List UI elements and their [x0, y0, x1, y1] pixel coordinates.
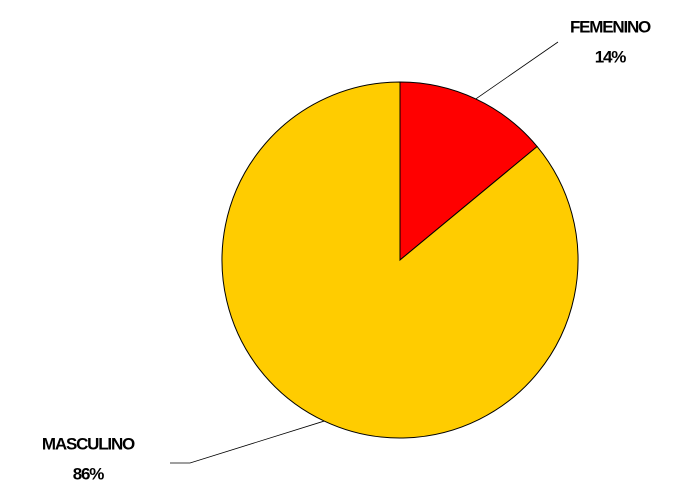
- pie-slice: [399, 81, 538, 262]
- slice-label: MASCULINO: [42, 434, 135, 453]
- leader-line: [170, 420, 325, 464]
- leader-line: [475, 41, 559, 100]
- slice-label: FEMENINO: [570, 17, 651, 36]
- slice-value-label: 14%: [595, 47, 627, 66]
- pie-slice: [221, 81, 579, 439]
- slice-value-label: 86%: [73, 464, 105, 483]
